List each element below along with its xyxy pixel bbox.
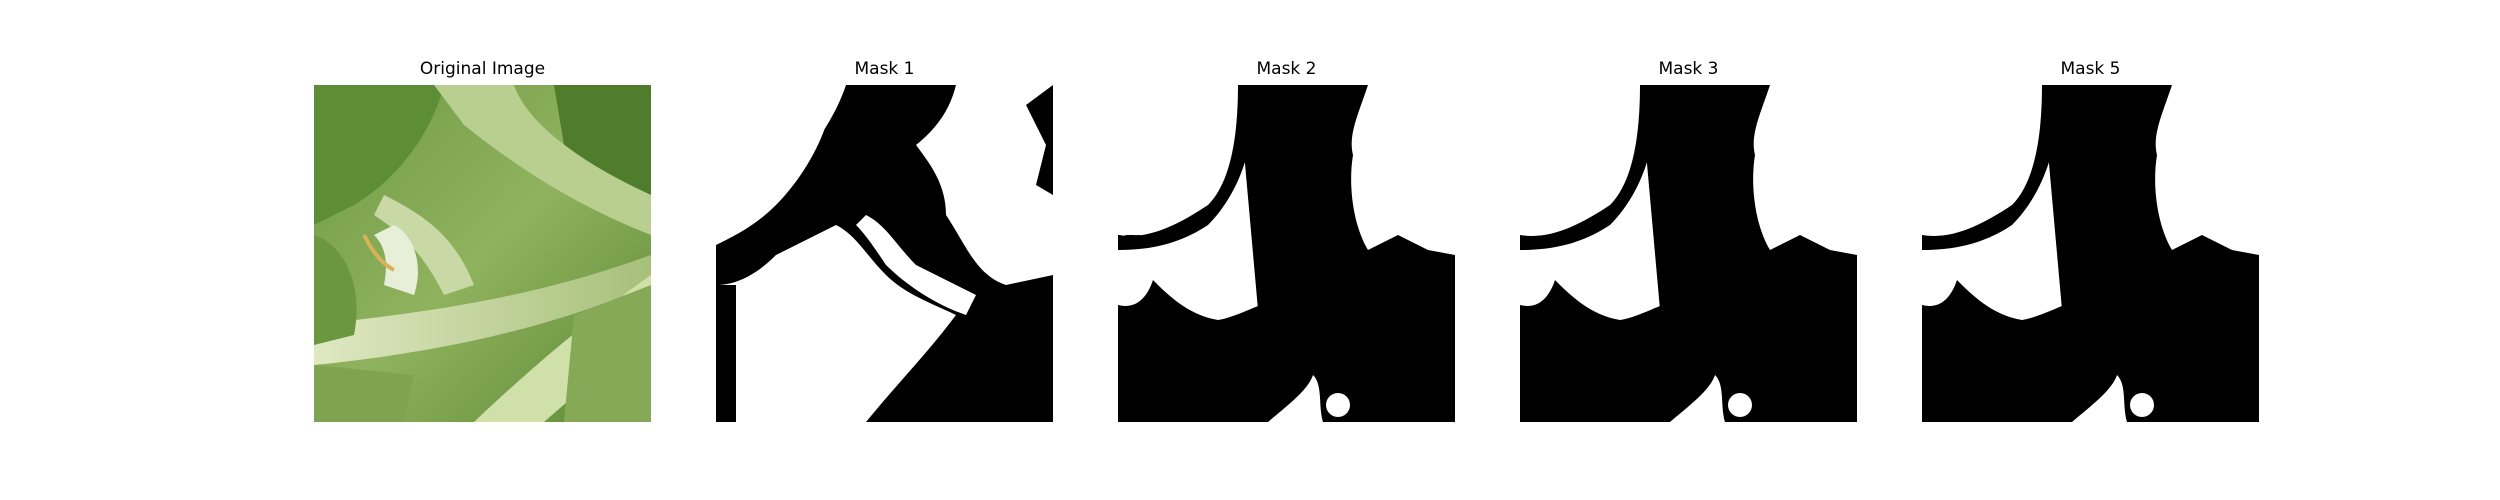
mask-2-image [1118,85,1455,422]
original-image-panel [314,85,651,422]
panel-title-mask-3: Mask 3 [1658,59,1719,79]
mask-1-image [716,85,1053,422]
panel-title-mask-5: Mask 5 [2060,59,2121,79]
mask-3-panel [1520,85,1857,422]
panel-title-original-image: Original Image [419,59,546,79]
original-leaf-photo [314,85,651,422]
mask-1-panel [716,85,1053,422]
mask-3-image [1520,85,1857,422]
mask-2-panel [1118,85,1455,422]
panel-title-mask-1: Mask 1 [854,59,915,79]
mask-5-image [1922,85,2259,422]
mask-5-panel [1922,85,2259,422]
panel-title-mask-2: Mask 2 [1256,59,1317,79]
